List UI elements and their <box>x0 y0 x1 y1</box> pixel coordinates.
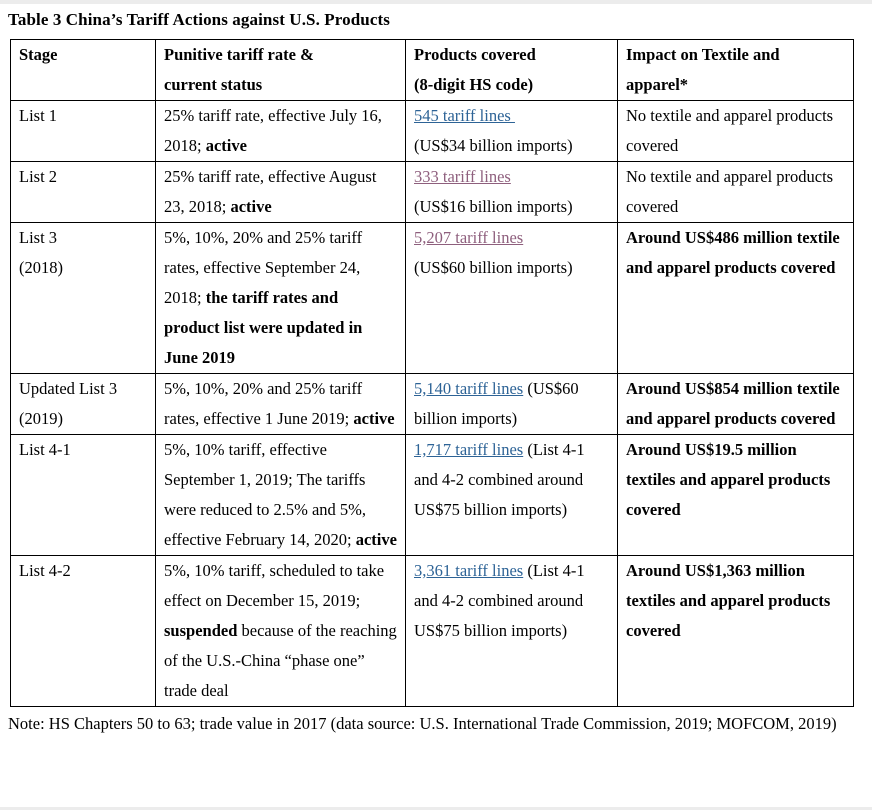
cell-text: because of the reaching of the U.S.-Chin… <box>164 621 397 700</box>
products-covered-cell: 5,140 tariff lines (US$60 billion import… <box>405 373 618 435</box>
tariff-lines-link[interactable]: 3,361 tariff lines <box>414 561 524 580</box>
impact-text: Around US$854 million textile and appare… <box>626 379 840 428</box>
cell-text: active <box>205 136 247 155</box>
stage-cell: List 4-2 <box>10 555 156 707</box>
impact-cell: Around US$486 million textile and appare… <box>617 222 854 374</box>
tariff-lines-link[interactable]: 5,140 tariff lines <box>414 379 524 398</box>
cell-text: (US$16 billion imports) <box>414 197 573 216</box>
table-row: List 3 (2018) 5%, 10%, 20% and 25% tariff … <box>10 222 854 374</box>
impact-text: No textile and apparel products covered <box>626 106 834 155</box>
products-covered-cell: 3,361 tariff lines (List 4-1 and 4-2 com… <box>405 555 618 707</box>
rate-status-cell: 25% tariff rate, effective July 16, 2018… <box>155 100 406 162</box>
stage-cell: Updated List 3 (2019) <box>10 373 156 435</box>
table-row: List 4-1 5%, 10% tariff, effective Septem… <box>10 434 854 556</box>
cell-text: 25% tariff rate, effective August 23, 20… <box>164 167 377 216</box>
stage-cell: List 2 <box>10 161 156 223</box>
products-covered-cell: 1,717 tariff lines (List 4-1 and 4-2 com… <box>405 434 618 556</box>
cell-text: 5%, 10% tariff, scheduled to take effect… <box>164 561 385 610</box>
impact-cell: Around US$1,363 million textiles and app… <box>617 555 854 707</box>
impact-text: Around US$1,363 million textiles and app… <box>626 561 831 640</box>
table-row: List 1 25% tariff rate, effective July 16… <box>10 100 854 162</box>
products-covered-cell: 5,207 tariff lines (US$60 billion imports… <box>405 222 618 374</box>
tariff-actions-table: Stage Punitive tariff rate & current statu… <box>10 39 854 707</box>
cell-text: 25% tariff rate, effective July 16, 2018… <box>164 106 382 155</box>
cell-text: the tariff rates and product list were u… <box>164 288 363 367</box>
stage-cell: List 3 (2018) <box>10 222 156 374</box>
stage-cell: List 1 <box>10 100 156 162</box>
table-row: List 4-2 5%, 10% tariff, scheduled to tak… <box>10 555 854 707</box>
cell-text: 5%, 10% tariff, effective September 1, 2… <box>164 440 367 549</box>
impact-cell: Around US$854 million textile and appare… <box>617 373 854 435</box>
screenshot-top-edge <box>0 0 872 4</box>
stage-cell: List 4-1 <box>10 434 156 556</box>
tariff-lines-link[interactable]: 1,717 tariff lines <box>414 440 524 459</box>
column-header-products: Products covered (8-digit HS code) <box>405 39 618 101</box>
column-header-rate: Punitive tariff rate & current status <box>155 39 406 101</box>
cell-text: (US$60 billion imports) <box>414 379 579 428</box>
impact-text: Around US$486 million textile and appare… <box>626 228 840 277</box>
table-title: Table 3 China’s Tariff Actions against U… <box>8 10 390 29</box>
table-row: List 2 25% tariff rate, effective August … <box>10 161 854 223</box>
tariff-lines-link[interactable]: 545 tariff lines <box>414 106 515 125</box>
products-covered-cell: 333 tariff lines (US$16 billion imports) <box>405 161 618 223</box>
document-page: Table 3 China’s Tariff Actions against U… <box>8 10 854 733</box>
impact-cell: No textile and apparel products covered <box>617 100 854 162</box>
cell-text: (List 4-1 and 4-2 combined around US$75 … <box>414 561 585 640</box>
tariff-lines-link[interactable]: 5,207 tariff lines <box>414 228 524 247</box>
cell-text: suspended <box>164 621 238 640</box>
screenshot-bottom-edge <box>0 807 872 810</box>
column-header-impact: Impact on Textile and apparel* <box>617 39 854 101</box>
tariff-lines-link[interactable]: 333 tariff lines <box>414 167 511 186</box>
products-covered-cell: 545 tariff lines (US$34 billion imports) <box>405 100 618 162</box>
cell-text: active <box>355 530 397 549</box>
rate-status-cell: 5%, 10% tariff, scheduled to take effect… <box>155 555 406 707</box>
cell-text: (US$34 billion imports) <box>414 136 573 155</box>
rate-status-cell: 5%, 10% tariff, effective September 1, 2… <box>155 434 406 556</box>
impact-text: No textile and apparel products covered <box>626 167 834 216</box>
cell-text: active <box>353 409 395 428</box>
table-footnote: Note: HS Chapters 50 to 63; trade value … <box>8 714 837 733</box>
table-body: List 1 25% tariff rate, effective July 16… <box>10 100 854 707</box>
impact-cell: Around US$19.5 million textiles and appa… <box>617 434 854 556</box>
column-header-stage: Stage <box>10 39 156 101</box>
rate-status-cell: 5%, 10%, 20% and 25% tariff rates, effec… <box>155 373 406 435</box>
table-row: Updated List 3 (2019) 5%, 10%, 20% and 25%… <box>10 373 854 435</box>
cell-text: (List 4-1 and 4-2 combined around US$75 … <box>414 440 585 519</box>
cell-text: active <box>230 197 272 216</box>
cell-text: 5%, 10%, 20% and 25% tariff rates, effec… <box>164 228 363 307</box>
impact-text: Around US$19.5 million textiles and appa… <box>626 440 831 519</box>
table-header-row: Stage Punitive tariff rate & current statu… <box>10 39 854 101</box>
cell-text: 5%, 10%, 20% and 25% tariff rates, effec… <box>164 379 363 428</box>
impact-cell: No textile and apparel products covered <box>617 161 854 223</box>
rate-status-cell: 5%, 10%, 20% and 25% tariff rates, effec… <box>155 222 406 374</box>
cell-text: (US$60 billion imports) <box>414 258 573 277</box>
rate-status-cell: 25% tariff rate, effective August 23, 20… <box>155 161 406 223</box>
